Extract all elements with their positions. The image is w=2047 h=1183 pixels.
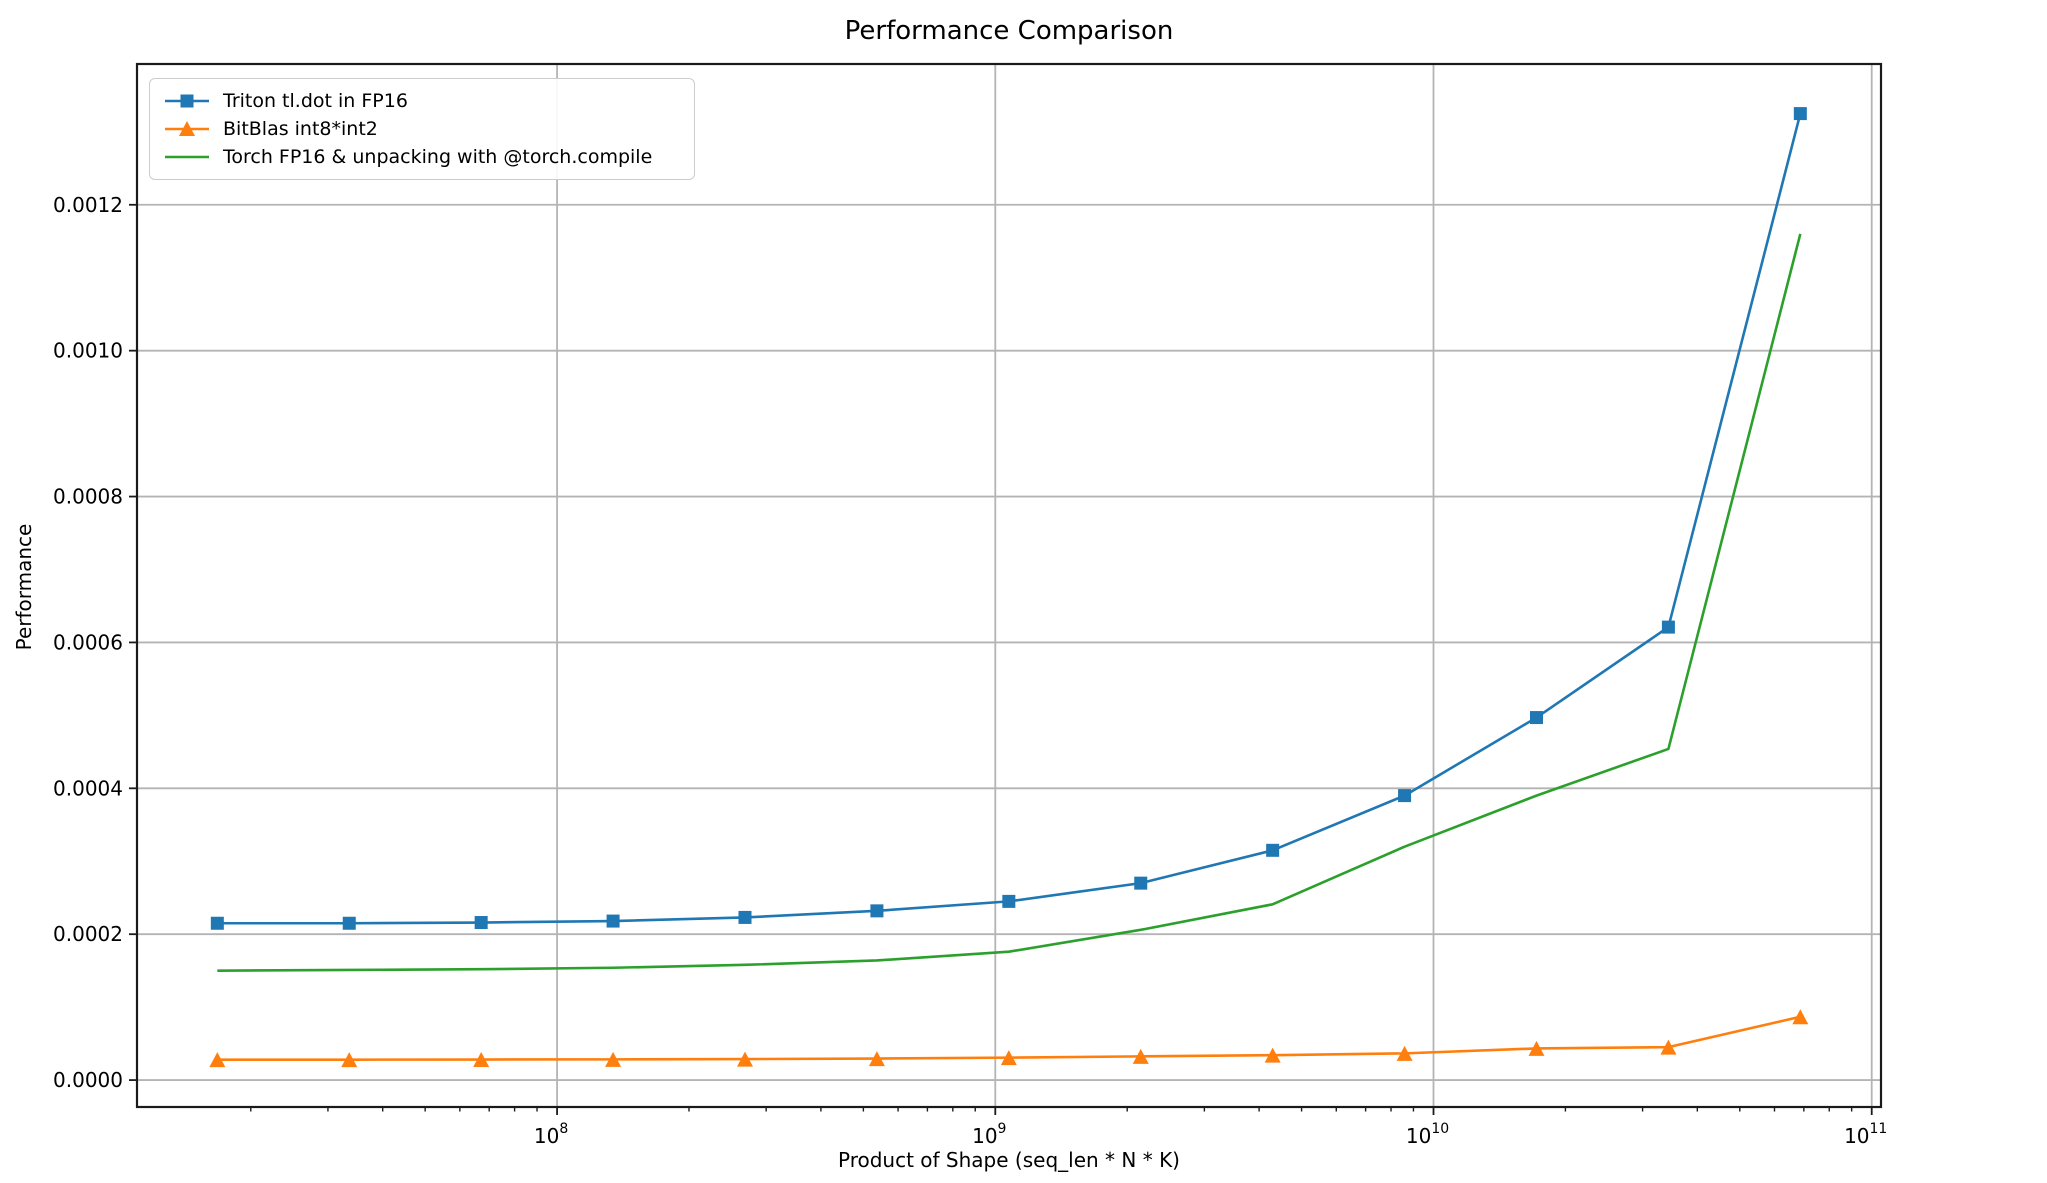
data-point-marker	[1002, 894, 1016, 908]
data-point-marker	[342, 916, 356, 930]
legend-item: BitBlas int8*int2	[164, 115, 680, 143]
chart-title: Performance Comparison	[844, 16, 1174, 46]
data-point-marker	[1660, 1039, 1677, 1055]
y-tick-label: 0.0006	[53, 630, 123, 654]
x-axis-label: Product of Shape (seq_len * N * K)	[838, 1148, 1180, 1172]
y-tick-label: 0.0000	[53, 1068, 123, 1092]
series-line-2	[217, 233, 1802, 972]
legend-item-label: Torch FP16 & unpacking with @torch.compi…	[223, 146, 653, 168]
legend-sample-bitblas	[165, 121, 209, 136]
y-tick-label: 0.0002	[53, 922, 123, 946]
data-point-marker	[210, 916, 224, 930]
legend-item-label: Triton tl.dot in FP16	[223, 90, 408, 112]
data-point-marker	[473, 1052, 490, 1068]
x-tick-label: 1010	[1406, 1121, 1449, 1148]
y-tick-label: 0.0008	[53, 485, 123, 509]
data-point-marker	[1396, 1045, 1413, 1061]
series-line-0	[217, 113, 1802, 925]
legend-sample-triton	[165, 94, 209, 108]
legend-item: Torch FP16 & unpacking with @torch.compi…	[164, 143, 680, 171]
data-point-marker	[1793, 107, 1807, 121]
legend-item: Triton tl.dot in FP16	[164, 87, 680, 115]
data-point-marker	[474, 916, 488, 930]
data-point-marker	[736, 1051, 753, 1067]
y-tick-label: 0.0012	[53, 193, 123, 217]
legend-item-label: BitBlas int8*int2	[223, 118, 378, 140]
legend-sample-torch	[165, 155, 209, 159]
data-point-marker	[1132, 1048, 1149, 1064]
data-point-marker	[870, 904, 884, 918]
data-point-marker	[209, 1052, 226, 1068]
legend: Triton tl.dot in FP16 BitBlas int8*int2 …	[149, 78, 695, 180]
plot-frame	[135, 62, 1883, 1109]
x-tick-label: 108	[534, 1121, 568, 1148]
x-tick-label: 109	[972, 1121, 1006, 1148]
data-point-marker	[1000, 1050, 1017, 1066]
data-point-marker	[738, 910, 752, 924]
data-point-marker	[1528, 1040, 1545, 1056]
data-point-marker	[1792, 1009, 1809, 1025]
data-point-marker	[1398, 789, 1412, 803]
data-point-marker	[341, 1052, 358, 1068]
y-axis-label: Performance	[12, 523, 36, 651]
legend-triangle-marker-icon	[179, 121, 195, 136]
data-point-marker	[868, 1051, 885, 1067]
data-point-marker	[1529, 711, 1543, 725]
data-point-marker	[605, 1051, 622, 1067]
data-point-marker	[606, 914, 620, 928]
y-tick-label: 0.0004	[53, 776, 123, 800]
data-point-marker	[1264, 1047, 1281, 1063]
legend-square-marker-icon	[180, 94, 194, 108]
x-tick-label: 1011	[1844, 1121, 1887, 1148]
data-point-marker	[1661, 620, 1675, 634]
data-point-marker	[1134, 876, 1148, 890]
data-point-marker	[1266, 843, 1280, 857]
y-tick-label: 0.0010	[53, 339, 123, 363]
